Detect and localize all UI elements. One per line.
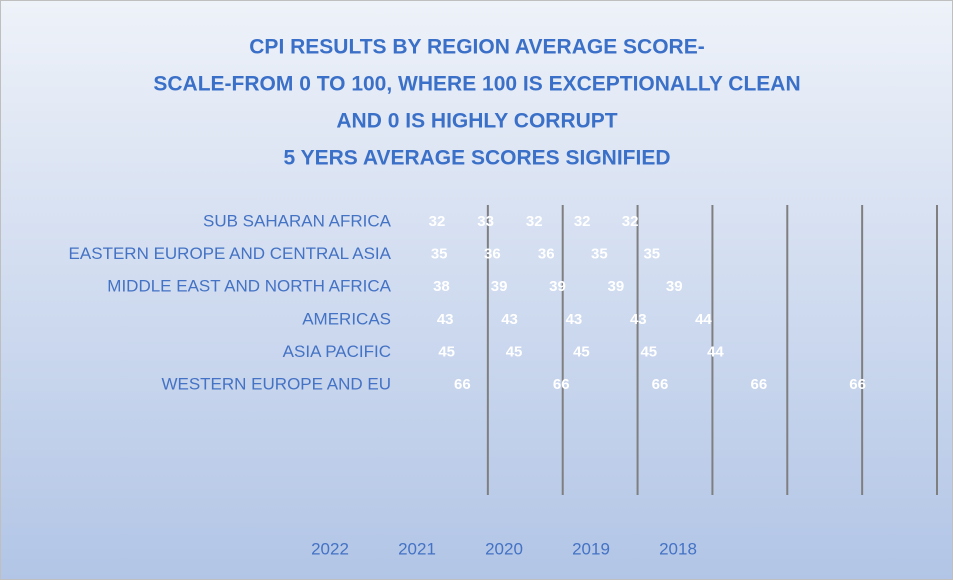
legend-marker (389, 542, 397, 550)
data-label: 36 (538, 246, 555, 263)
data-label: 43 (566, 311, 583, 328)
data-label: 66 (849, 376, 866, 393)
data-label: 43 (437, 311, 454, 328)
data-label: 45 (506, 343, 523, 360)
data-label: 43 (630, 311, 647, 328)
data-label: 44 (695, 311, 712, 328)
chart-title: AND 0 IS HIGHLY CORRUPT (336, 110, 617, 133)
data-label: 32 (429, 213, 446, 230)
legend-entry: 2021 (398, 539, 436, 558)
data-label: 45 (438, 343, 455, 360)
data-label: 66 (750, 376, 767, 393)
legend-entry: 2020 (485, 539, 523, 558)
category-label: AMERICAS (302, 309, 391, 328)
data-label: 33 (477, 213, 494, 230)
data-label: 35 (643, 246, 660, 263)
data-label: 66 (652, 376, 669, 393)
data-label: 39 (608, 278, 625, 295)
category-label: SUB SAHARAN AFRICA (203, 211, 392, 230)
chart-title: 5 YERS AVERAGE SCORES SIGNIFIED (283, 147, 670, 170)
category-label: EASTERN EUROPE AND CENTRAL ASIA (69, 244, 392, 263)
data-label: 35 (431, 246, 448, 263)
legend-entry: 2019 (572, 539, 610, 558)
legend-marker (650, 542, 658, 550)
legend-marker (476, 542, 484, 550)
category-label: WESTERN EUROPE AND EU (161, 374, 391, 393)
data-label: 32 (526, 213, 543, 230)
data-label: 66 (454, 376, 471, 393)
data-label: 32 (574, 213, 591, 230)
chart-title: CPI RESULTS BY REGION AVERAGE SCORE- (249, 36, 704, 59)
data-label: 43 (501, 311, 518, 328)
legend-marker (302, 542, 310, 550)
data-label: 39 (549, 278, 566, 295)
data-label: 36 (484, 246, 501, 263)
data-label: 44 (707, 343, 724, 360)
data-label: 39 (491, 278, 508, 295)
data-label: 45 (573, 343, 590, 360)
data-label: 66 (553, 376, 570, 393)
chart-title: SCALE-FROM 0 TO 100, WHERE 100 IS EXCEPT… (153, 73, 800, 96)
data-label: 38 (433, 278, 450, 295)
data-label: 32 (622, 213, 639, 230)
data-label: 45 (640, 343, 657, 360)
category-label: MIDDLE EAST AND NORTH AFRICA (107, 277, 391, 296)
category-label: ASIA PACIFIC (283, 342, 391, 361)
legend-marker (563, 542, 571, 550)
data-label: 35 (591, 246, 608, 263)
data-label: 39 (666, 278, 683, 295)
legend-entry: 2022 (311, 539, 349, 558)
legend-entry: 2018 (659, 539, 697, 558)
